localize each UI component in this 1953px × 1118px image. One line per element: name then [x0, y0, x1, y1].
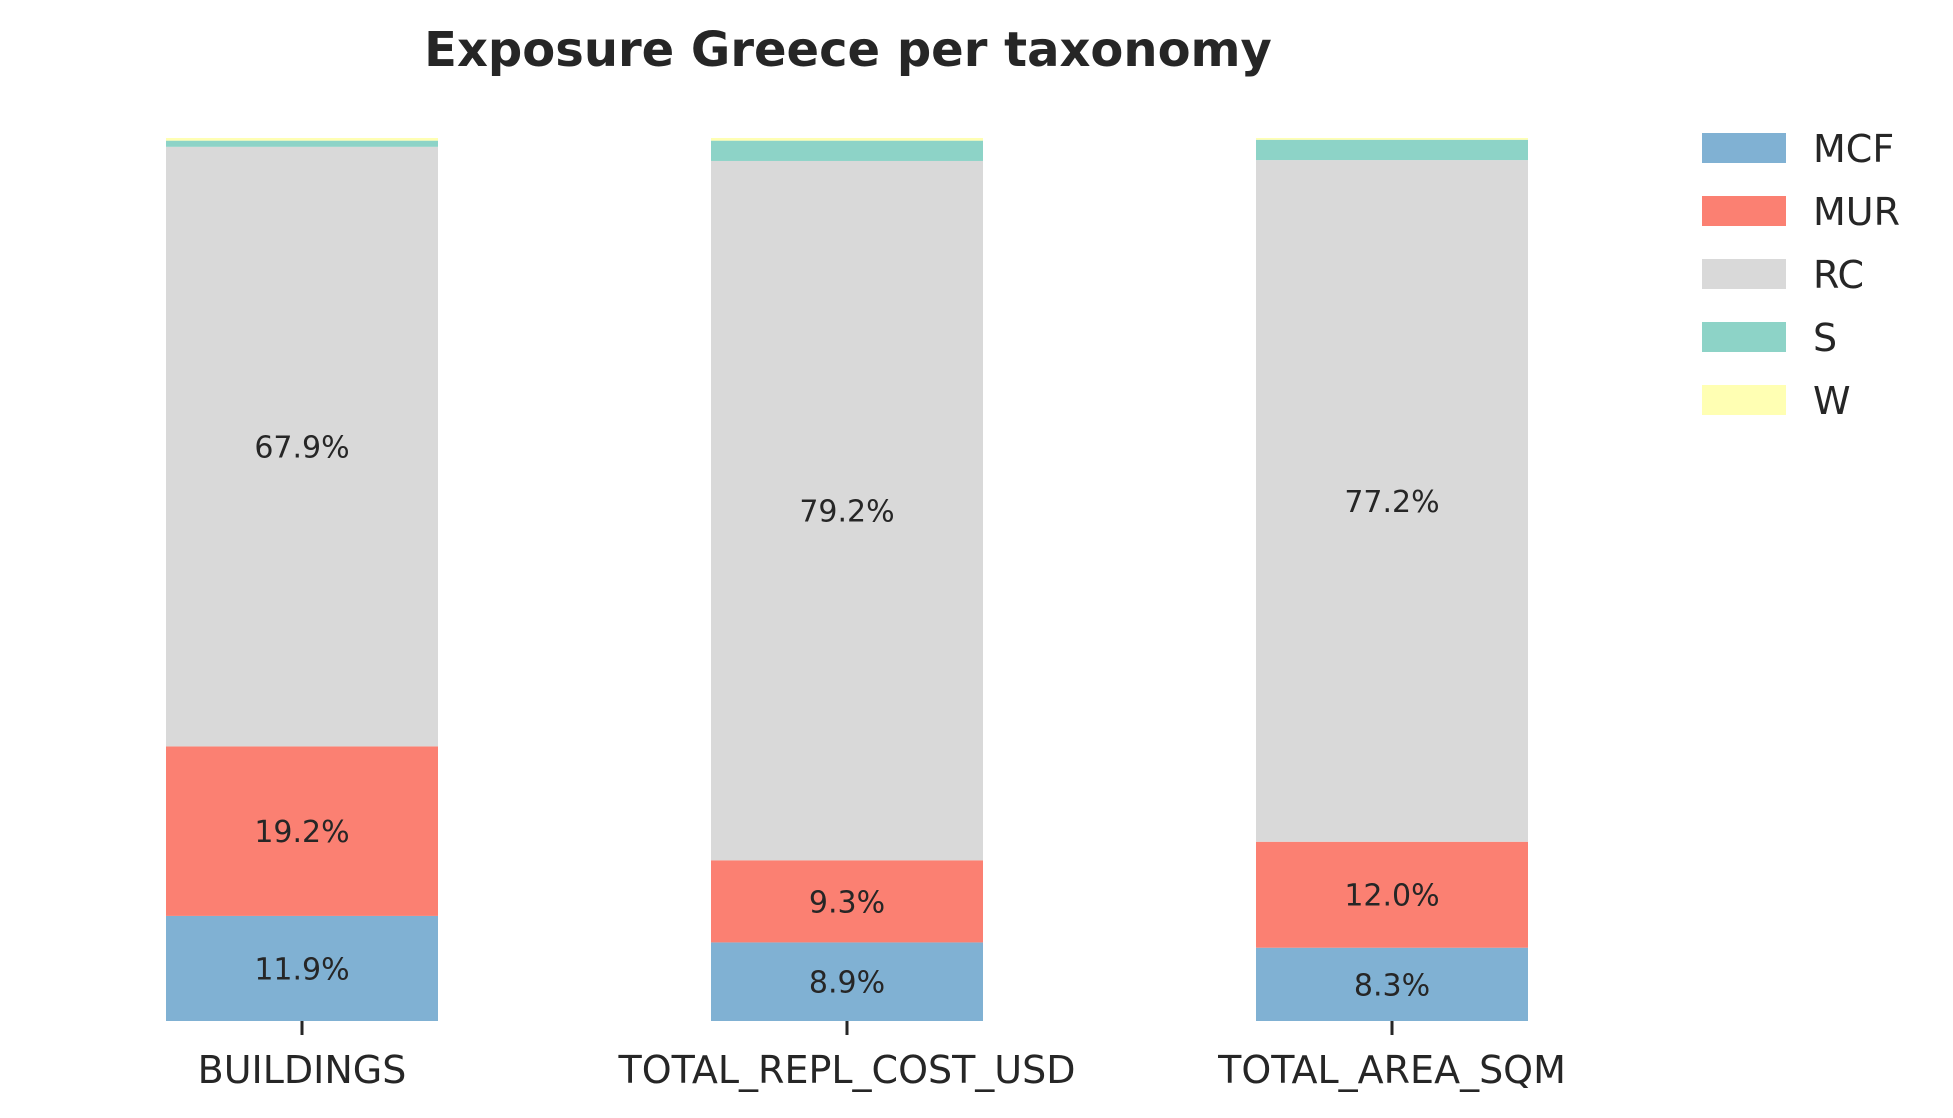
legend-label-mur: MUR: [1813, 190, 1900, 234]
bar-segment-mcf-total_area_sqm: [1256, 947, 1528, 1021]
legend: MCF MUR RC SW: [1702, 127, 1900, 423]
legend-label-w: W: [1813, 379, 1851, 423]
bar-segment-mur-total_repl_cost_usd: [711, 860, 983, 943]
bar-segment-mcf-buildings: [166, 915, 438, 1021]
bar-segment-s-buildings: [166, 140, 438, 147]
bar-segment-w-total_area_sqm: [1256, 138, 1528, 140]
bar-segment-s-total_area_sqm: [1256, 139, 1528, 161]
data-label-mur-total_area_sqm: 12.0%: [1344, 879, 1439, 914]
legend-label-mcf: MCF: [1813, 127, 1894, 171]
x-tick-label: BUILDINGS: [198, 1048, 407, 1092]
x-tick-label: TOTAL_REPL_COST_USD: [617, 1048, 1075, 1092]
data-label-rc-total_repl_cost_usd: 79.2%: [799, 495, 894, 530]
data-label-rc-buildings: 67.9%: [254, 431, 349, 466]
bar-segment-mcf-total_repl_cost_usd: [711, 942, 983, 1021]
x-axis: BUILDINGS TOTAL_REPL_COST_USD TOTAL_AREA_S…: [198, 1021, 1566, 1092]
bar-segment-w-total_repl_cost_usd: [711, 138, 983, 141]
data-label-mcf-total_repl_cost_usd: 8.9%: [809, 966, 885, 1001]
bar-segment-rc-total_repl_cost_usd: [711, 160, 983, 861]
legend-swatch-mur: [1702, 196, 1786, 226]
data-label-mur-total_repl_cost_usd: 9.3%: [809, 885, 885, 920]
legend-swatch-s: [1702, 322, 1786, 352]
data-label-rc-total_area_sqm: 77.2%: [1344, 485, 1439, 520]
data-label-mcf-buildings: 11.9%: [254, 952, 349, 987]
bar-segment-mur-total_area_sqm: [1256, 841, 1528, 948]
legend-swatch-w: [1702, 385, 1786, 415]
data-label-mur-buildings: 19.2%: [254, 815, 349, 850]
legend-label-s: S: [1813, 316, 1837, 360]
legend-swatch-rc: [1702, 259, 1786, 289]
chart-title: Exposure Greece per taxonomy: [424, 22, 1272, 78]
bars-group: [166, 138, 1528, 1021]
legend-label-rc: RC: [1813, 253, 1864, 297]
bar-segment-rc-buildings: [166, 146, 438, 747]
bar-segment-mur-buildings: [166, 746, 438, 916]
bar-labels-group: 11.9% 19.2% 67.9% 8.9% 9.3% 79.2% 8.3% 12.0% 77.…: [254, 431, 1439, 1004]
legend-swatch-mcf: [1702, 133, 1786, 163]
bar-segment-rc-total_area_sqm: [1256, 160, 1528, 842]
bar-segment-w-buildings: [166, 138, 438, 141]
bar-segment-s-total_repl_cost_usd: [711, 140, 983, 161]
x-tick-label: TOTAL_AREA_SQM: [1217, 1048, 1566, 1092]
data-label-mcf-total_area_sqm: 8.3%: [1354, 968, 1430, 1003]
